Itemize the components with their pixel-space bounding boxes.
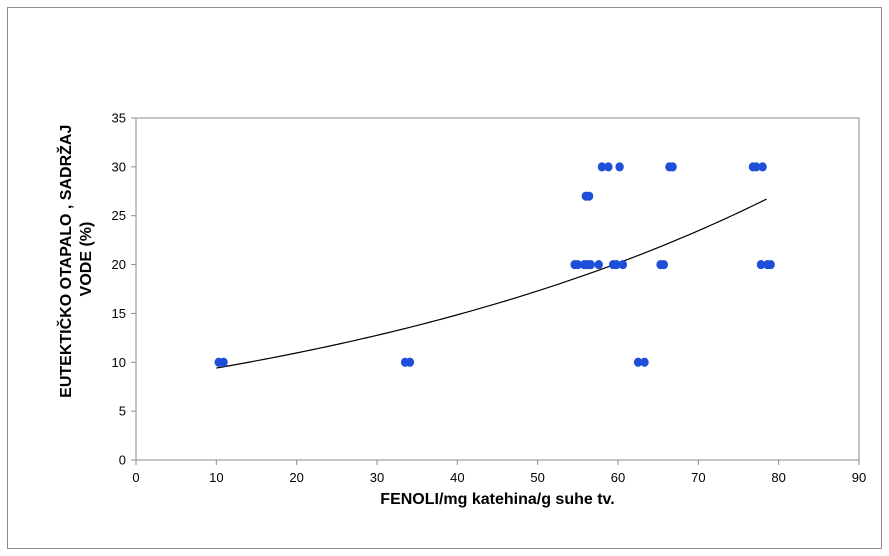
data-point [618, 259, 628, 270]
y-tick-label: 30 [112, 159, 126, 174]
x-tick-label: 70 [691, 470, 705, 485]
data-point [604, 162, 613, 172]
y-tick-label: 25 [112, 208, 126, 223]
y-tick-label: 15 [112, 306, 126, 321]
data-point [584, 191, 594, 201]
data-point [633, 357, 643, 367]
data-point [766, 259, 775, 270]
plot-area [135, 117, 860, 461]
data-points [214, 162, 775, 367]
y-axis: 0 5 10 15 20 25 30 35 [112, 111, 137, 468]
data-point [758, 162, 767, 172]
x-tick-label: 60 [611, 470, 625, 485]
x-axis: 0 10 20 30 40 50 60 70 80 90 [132, 459, 866, 485]
data-point [405, 357, 415, 367]
data-point [751, 162, 761, 172]
trendline [216, 198, 767, 369]
data-point [640, 357, 649, 367]
y-tick-label: 10 [112, 355, 126, 370]
x-tick-label: 30 [370, 470, 384, 485]
data-point [668, 162, 677, 172]
data-point [615, 162, 624, 172]
data-point [659, 259, 668, 270]
x-tick-label: 10 [209, 470, 223, 485]
x-tick-label: 40 [450, 470, 464, 485]
y-axis-title-line-1: EUTEKTIČKO OTAPALO , SADRŽAJ [56, 125, 75, 398]
x-tick-label: 50 [530, 470, 544, 485]
data-point [612, 259, 621, 270]
y-tick-label: 20 [112, 257, 126, 272]
x-tick-label: 90 [852, 470, 866, 485]
chart-svg: 0 5 10 15 20 25 30 35 0 10 20 30 40 50 60 70 80 90 FENOL… [56, 111, 866, 509]
y-axis-title: EUTEKTIČKO OTAPALO , SADRŽAJ VODE (%) [56, 120, 95, 398]
data-point [597, 162, 607, 172]
y-tick-label: 35 [112, 111, 126, 126]
y-tick-label: 0 [119, 453, 126, 468]
data-point [586, 259, 595, 270]
y-tick-label: 5 [119, 404, 126, 419]
x-axis-title: FENOLI/mg katehina/g suhe tv. [380, 491, 614, 508]
data-point [573, 259, 583, 270]
x-tick-label: 0 [132, 470, 139, 485]
y-axis-title-line-2: VODE (%) [78, 222, 95, 297]
chart-frame: 0 5 10 15 20 25 30 35 0 10 20 30 40 50 60 70 80 90 FENOL… [7, 7, 882, 549]
data-point [756, 259, 766, 270]
x-tick-label: 20 [289, 470, 303, 485]
data-point [219, 357, 228, 367]
data-point [594, 259, 603, 270]
x-tick-label: 80 [771, 470, 785, 485]
